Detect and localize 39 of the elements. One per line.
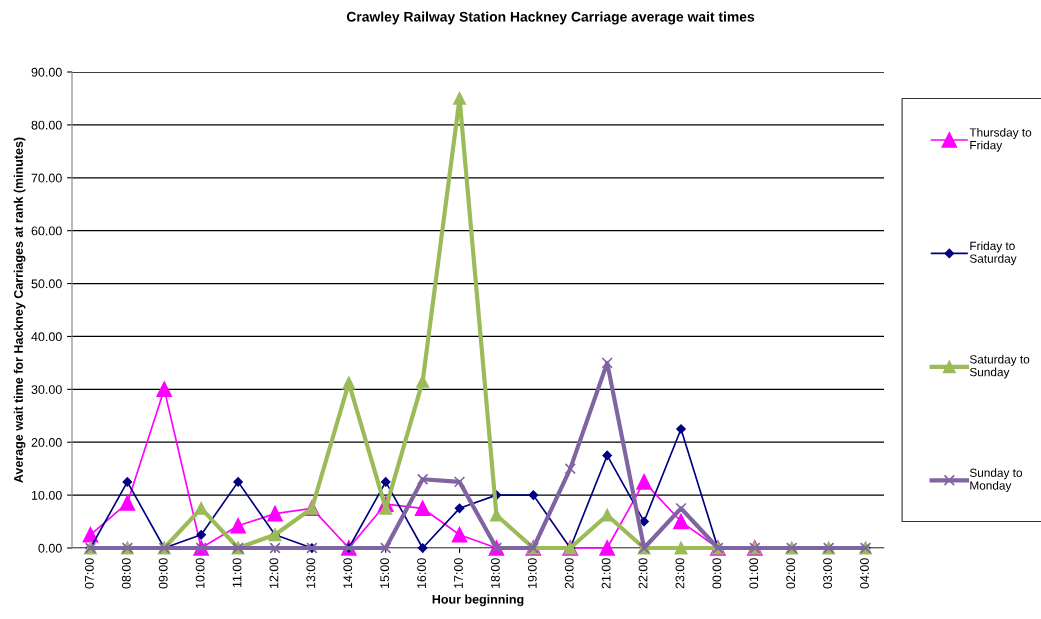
y-tick-label: 30.00	[31, 385, 62, 394]
x-tick-label: 13:00	[306, 558, 316, 589]
y-tick-label: 50.00	[31, 279, 62, 289]
x-tick-label: 23:00	[675, 558, 685, 589]
x-tick-label: 02:00	[786, 558, 796, 589]
x-tick-label: 08:00	[121, 558, 131, 589]
legend-label: Friday to Saturday	[969, 241, 1017, 266]
x-tick-label: 21:00	[601, 558, 611, 589]
x-tick-label: 19:00	[527, 558, 537, 589]
x-tick-label: 01:00	[749, 558, 759, 589]
y-tick-label: 90.00	[31, 67, 62, 77]
legend-label: Saturday to Sunday	[969, 354, 1030, 379]
x-axis-title: Hour beginning	[432, 594, 524, 607]
x-tick-label: 17:00	[454, 558, 463, 589]
y-axis-title: Average wait time for Hackney Carriages at rank (minutes)	[13, 137, 26, 483]
chart-title: Crawley Railway Station Hackney Carriage average wait times	[346, 11, 755, 25]
y-tick-label: 10.00	[31, 490, 62, 500]
y-tick-label: 80.00	[31, 120, 62, 130]
x-tick-label: 11:00	[232, 558, 242, 588]
x-tick-label: 14:00	[343, 558, 353, 589]
x-tick-label: 07:00	[84, 558, 94, 589]
legend-label: Thursday to Friday	[969, 127, 1032, 152]
x-tick-label: 10:00	[195, 558, 205, 589]
x-tick-label: 22:00	[638, 558, 648, 589]
x-tick-label: 09:00	[158, 558, 168, 589]
x-tick-label: 03:00	[823, 558, 832, 589]
x-tick-label: 04:00	[860, 558, 869, 589]
y-tick-label: 70.00	[31, 173, 62, 183]
x-tick-label: 15:00	[380, 558, 390, 589]
y-tick-label: 20.00	[31, 438, 62, 447]
y-tick-label: 60.00	[31, 226, 62, 236]
x-tick-label: 18:00	[490, 558, 500, 589]
x-tick-label: 12:00	[269, 558, 279, 589]
x-tick-label: 16:00	[417, 558, 426, 589]
y-tick-label: 0.00	[38, 543, 62, 553]
x-tick-label: 20:00	[564, 558, 574, 589]
y-tick-label: 40.00	[31, 332, 62, 342]
legend-label: Sunday to Monday	[969, 468, 1023, 493]
x-tick-label: 00:00	[712, 558, 722, 589]
